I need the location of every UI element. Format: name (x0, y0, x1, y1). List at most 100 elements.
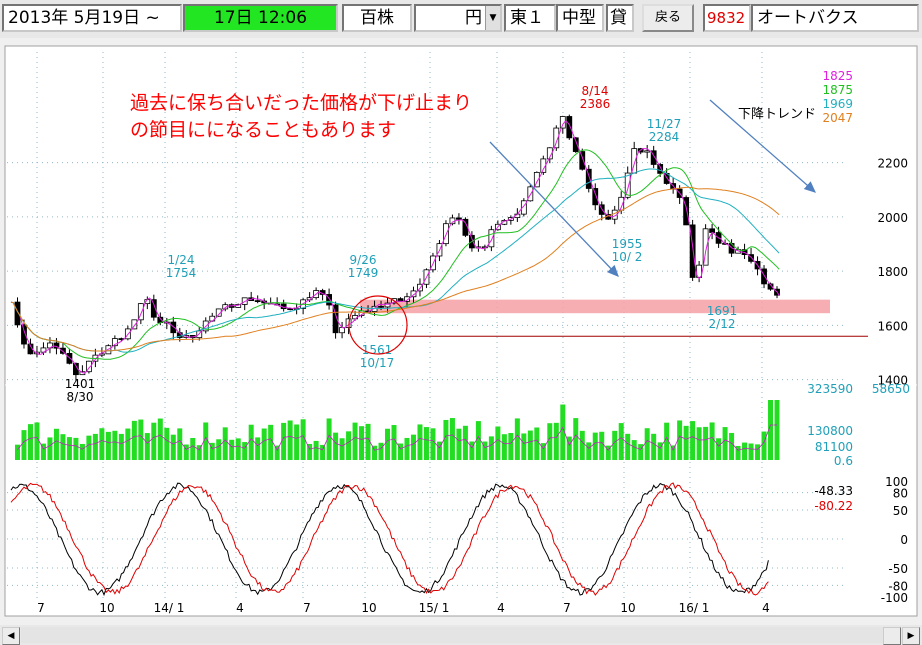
osc-series-label: -48.33 (814, 484, 853, 498)
volume-bar (508, 433, 514, 460)
scroll-right-icon[interactable]: ▶ (902, 627, 920, 645)
annotation-line1: 11/27 (647, 117, 682, 131)
trend-arrow (709, 99, 816, 193)
candle-body (254, 300, 261, 303)
volume-bar (579, 430, 585, 460)
candle-body (14, 301, 21, 326)
currency-select[interactable]: 円 ▼ (414, 4, 502, 32)
volume-bar (287, 420, 293, 460)
chevron-down-icon[interactable]: ▼ (485, 6, 500, 30)
candle-body (689, 224, 696, 278)
scroll-track[interactable] (21, 627, 901, 645)
price-tick-label: 1800 (877, 265, 908, 279)
volume-bar (560, 404, 566, 460)
volume-bar (638, 444, 644, 460)
volume-bar (521, 433, 527, 460)
volume-bar (320, 444, 326, 460)
code-value: 9832 (707, 9, 746, 27)
candle-body (520, 200, 527, 215)
osc-tick-label: -80 (888, 579, 908, 593)
back-button[interactable]: 戻る (642, 4, 694, 32)
candle-body (585, 168, 592, 189)
candle-body (326, 294, 332, 306)
callout-arrow (489, 141, 619, 277)
volume-bar (449, 418, 455, 460)
oscillator-slow-line (10, 482, 769, 596)
volume-bar (625, 433, 631, 460)
volume-bar (423, 427, 429, 460)
volume-bar (430, 428, 436, 460)
candle-body (767, 283, 774, 290)
candle-body (410, 290, 417, 298)
start-date-field[interactable]: 2013年 5月19日 ~ (2, 4, 182, 32)
annotation-line1: 8/14 (582, 84, 609, 98)
volume-bar (605, 445, 611, 460)
currency-value: 円 (465, 8, 482, 28)
scroll-left-icon[interactable]: ◀ (2, 627, 20, 645)
candle-body (170, 321, 177, 334)
candle-body (332, 304, 339, 334)
osc-tick-label: 0 (900, 533, 908, 547)
volume-bar (527, 430, 533, 460)
candle-body (748, 254, 754, 262)
volume-bar (462, 425, 468, 460)
price-tick-label: 2200 (877, 157, 908, 171)
legend-value: 2047 (822, 111, 853, 125)
size-field: 中型 (556, 4, 604, 32)
candle-body (488, 229, 495, 248)
candle-body (378, 305, 384, 308)
horizontal-scrollbar[interactable]: ◀ ▶ (0, 625, 922, 645)
candle-body (150, 299, 157, 318)
annotation-line1: 1401 (65, 377, 96, 391)
volume-bar (755, 444, 761, 460)
volume-bar (677, 420, 683, 460)
volume-ma-line (17, 424, 777, 451)
stock-name-field: オートバクス (751, 4, 919, 32)
x-tick-label: 10 (361, 601, 376, 615)
volume-bar (300, 419, 306, 460)
x-tick-label: 4 (762, 601, 770, 615)
volume-bar (651, 433, 657, 460)
code-field[interactable]: 9832 (703, 4, 751, 32)
x-tick-label: 10 (99, 601, 114, 615)
volume-bar (261, 428, 267, 460)
osc-tick-label: 80 (893, 487, 908, 501)
volume-bar (599, 431, 605, 460)
unit-field[interactable]: 百株 (342, 4, 412, 32)
volume-bar (644, 428, 650, 460)
callout-line2: の節目にになることもあります (130, 119, 396, 141)
volume-bar (534, 427, 540, 460)
candle-body (683, 197, 690, 226)
volume-bar (125, 428, 131, 460)
volume-bar (540, 443, 546, 460)
volume-bar (761, 431, 767, 460)
volume-bar (573, 418, 579, 460)
volume-bar (398, 443, 403, 460)
volume-bar (553, 422, 559, 460)
oscillator-fast-line (10, 482, 769, 597)
volume-bar (21, 430, 27, 460)
annotation-line2: 10/17 (360, 356, 395, 370)
volume-bar (690, 421, 696, 460)
callout-line1: 過去に保ち合いだった価格が下げ止まり (130, 92, 472, 114)
scroll-thumb[interactable] (883, 627, 901, 645)
volume-bar (248, 424, 254, 460)
volume-bar (742, 442, 748, 460)
annotation-line2: 2386 (580, 97, 611, 111)
x-tick-label: 14/ 1 (154, 601, 185, 615)
volume-bar (313, 440, 319, 460)
volume-bar (333, 432, 339, 460)
candle-body (215, 308, 222, 317)
margin-field: 貸 (606, 4, 634, 32)
candle-body (287, 308, 294, 311)
osc-tick-label: 50 (893, 504, 908, 518)
volume-bar (99, 428, 105, 460)
annotation-line2: 8/30 (67, 390, 94, 404)
volume-bar (157, 418, 163, 460)
volume-bar (281, 422, 287, 460)
legend-value: 1825 (822, 69, 853, 83)
volume-bar (79, 443, 85, 460)
volume-bar (346, 431, 352, 460)
volume-bar (417, 424, 423, 460)
x-tick-label: 4 (497, 601, 505, 615)
